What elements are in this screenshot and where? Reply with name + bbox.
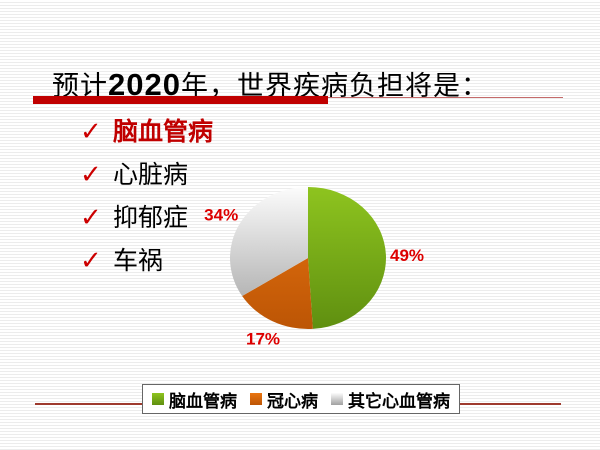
pie-slice bbox=[230, 187, 308, 297]
pie-data-label: 34% bbox=[204, 206, 238, 225]
chart-legend: 脑血管病 冠心病 其它心血管病 bbox=[142, 384, 460, 414]
legend-label: 其它心血管病 bbox=[348, 391, 450, 411]
legend-label: 脑血管病 bbox=[169, 391, 237, 411]
legend-swatch-gray bbox=[331, 393, 343, 405]
bullet-label: 脑血管病 bbox=[113, 119, 214, 146]
check-icon: ✓ bbox=[80, 246, 102, 276]
bullet-label: 车祸 bbox=[113, 248, 164, 275]
bullet-item: ✓ 抑郁症 bbox=[80, 198, 213, 241]
pie-data-label: 17% bbox=[246, 329, 280, 348]
title-underline-bar bbox=[33, 96, 328, 104]
bullet-label: 抑郁症 bbox=[113, 205, 189, 232]
legend-label: 冠心病 bbox=[267, 391, 318, 411]
legend-swatch-green bbox=[152, 393, 164, 405]
legend-swatch-orange bbox=[250, 393, 262, 405]
bullet-list: ✓ 脑血管病 ✓ 心脏病 ✓ 抑郁症 ✓ 车祸 bbox=[80, 112, 213, 284]
bullet-item: ✓ 脑血管病 bbox=[80, 112, 213, 155]
bullet-item: ✓ 心脏病 bbox=[80, 155, 213, 198]
pie-data-label: 49% bbox=[390, 246, 424, 265]
check-icon: ✓ bbox=[80, 117, 102, 147]
page-title: 预计2020年，世界疾病负担将是： bbox=[52, 64, 489, 103]
legend-item: 冠心病 bbox=[250, 387, 318, 412]
legend-item: 其它心血管病 bbox=[331, 387, 450, 412]
bullet-item: ✓ 车祸 bbox=[80, 241, 213, 284]
bullet-label: 心脏病 bbox=[113, 162, 189, 189]
legend-item: 脑血管病 bbox=[152, 387, 237, 412]
check-icon: ✓ bbox=[80, 160, 102, 190]
pie-slice bbox=[308, 187, 387, 329]
check-icon: ✓ bbox=[80, 203, 102, 233]
pie-chart: 49% 17% 34% bbox=[204, 187, 424, 348]
pie-slice bbox=[242, 258, 313, 330]
